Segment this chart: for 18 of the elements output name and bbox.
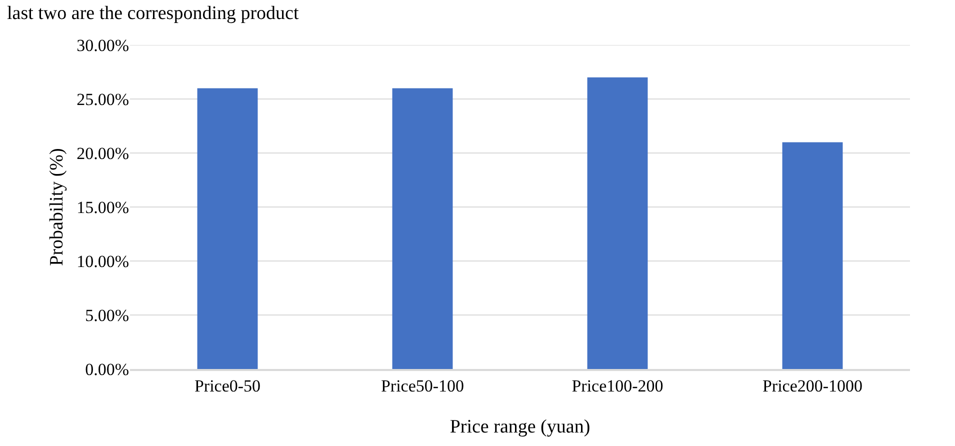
y-tick-label: 0.00%: [85, 360, 129, 379]
bar: [782, 142, 843, 369]
x-tick-label: Price100-200: [572, 376, 664, 396]
y-axis-title: Probability (%): [46, 148, 68, 266]
bar: [197, 88, 258, 369]
x-axis-title: Price range (yuan): [450, 416, 590, 438]
y-tick-label: 20.00%: [76, 144, 129, 163]
y-tick-label: 10.00%: [76, 252, 129, 271]
bar: [587, 77, 648, 369]
y-tick-label: 30.00%: [76, 36, 129, 55]
text: last two are the corresponding product: [7, 3, 300, 24]
x-tick-label: Price0-50: [194, 376, 261, 396]
bar: [392, 88, 453, 369]
x-tick-label: Price200-1000: [762, 376, 863, 396]
y-tick-label: 25.00%: [76, 90, 129, 109]
x-tick-label: Price50-100: [380, 376, 464, 396]
y-tick-label: 5.00%: [85, 306, 129, 325]
y-tick-label: 15.00%: [76, 198, 129, 217]
